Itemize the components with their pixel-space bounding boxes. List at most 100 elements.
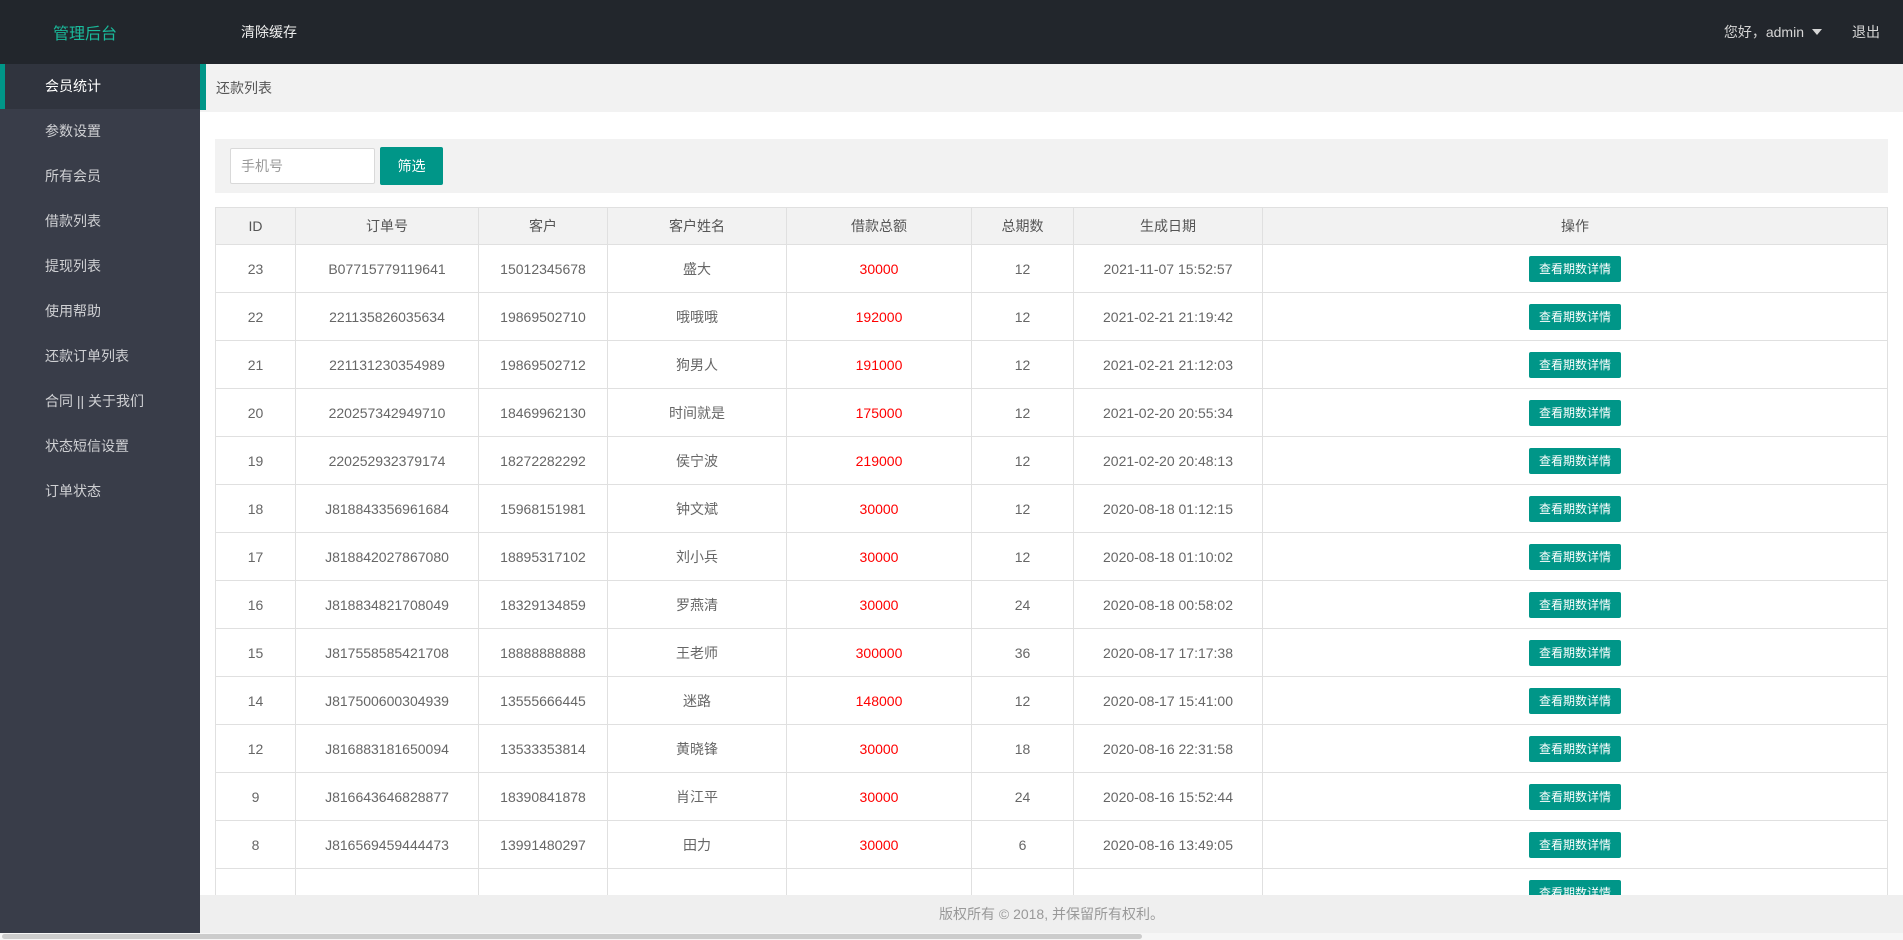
view-periods-button[interactable]: 查看期数详情: [1528, 399, 1621, 426]
view-periods-button[interactable]: 查看期数详情: [1528, 735, 1621, 762]
action-cell: 查看期数详情: [1262, 436, 1888, 485]
action-cell: 查看期数详情: [1262, 676, 1888, 725]
created-date-cell: 2021-02-21 21:12:03: [1073, 340, 1263, 389]
customer-name-cell: 哦哦哦: [607, 292, 787, 341]
view-periods-button[interactable]: 查看期数详情: [1528, 303, 1621, 330]
customer-name-cell: 时间就是: [607, 388, 787, 437]
created-date-cell: 2021-02-21 21:19:42: [1073, 292, 1263, 341]
phone-search-input[interactable]: [230, 148, 375, 184]
sidebar-item-link[interactable]: 提现列表: [45, 258, 101, 274]
filter-button[interactable]: 筛选: [380, 147, 443, 185]
scrollbar-thumb[interactable]: [2, 934, 1142, 939]
table-row: 14 J817500600304939 13555666445 迷路 148000 12 2…: [215, 676, 1888, 725]
order-no-cell: 220257342949710: [295, 388, 479, 437]
view-periods-button[interactable]: 查看期数详情: [1528, 831, 1621, 858]
id-cell: 15: [215, 628, 296, 677]
repayment-table: ID 订单号 客户 客户姓名 借款总额 总期数 生成日期 操作 23 B077157791196…: [215, 207, 1888, 895]
sidebar-item-link[interactable]: 状态短信设置: [45, 438, 129, 454]
view-periods-button[interactable]: 查看期数详情: [1528, 687, 1621, 714]
periods-cell: 12: [971, 292, 1074, 341]
view-periods-button[interactable]: 查看期数详情: [1528, 255, 1621, 282]
periods-cell: [971, 868, 1074, 895]
sidebar-item-link[interactable]: 参数设置: [45, 123, 101, 139]
sidebar-item-active[interactable]: 会员统计: [0, 64, 200, 109]
clear-cache-menu-item[interactable]: 清除缓存: [241, 24, 297, 40]
id-cell: 18: [215, 484, 296, 533]
periods-cell: 12: [971, 340, 1074, 389]
column-header: 订单号: [295, 207, 479, 245]
created-date-cell: 2021-02-20 20:55:34: [1073, 388, 1263, 437]
column-header: 客户姓名: [607, 207, 787, 245]
customer-cell: 15968151981: [478, 484, 608, 533]
view-periods-button[interactable]: 查看期数详情: [1528, 495, 1621, 522]
order-no-cell: B07715779119641: [295, 244, 479, 293]
user-dropdown[interactable]: 您好，admin: [1724, 22, 1822, 42]
customer-name-cell: 罗燕清: [607, 580, 787, 629]
column-header: 客户: [478, 207, 608, 245]
amount-cell: 30000: [786, 820, 972, 869]
created-date-cell: 2020-08-18 00:58:02: [1073, 580, 1263, 629]
id-cell: 12: [215, 724, 296, 773]
id-cell: 22: [215, 292, 296, 341]
active-item-indicator: [200, 64, 206, 110]
customer-cell: 18390841878: [478, 772, 608, 821]
view-periods-button[interactable]: 查看期数详情: [1528, 447, 1621, 474]
view-periods-button[interactable]: 查看期数详情: [1528, 783, 1621, 810]
customer-name-cell: 田力: [607, 820, 787, 869]
table-row: 19 220252932379174 18272282292 侯宁波 219000 12 2…: [215, 436, 1888, 485]
customer-name-cell: 盛大: [607, 244, 787, 293]
amount-cell: 191000: [786, 340, 972, 389]
order-no-cell: J818843356961684: [295, 484, 479, 533]
view-periods-button[interactable]: 查看期数详情: [1528, 591, 1621, 618]
order-no-cell: J818834821708049: [295, 580, 479, 629]
view-periods-button[interactable]: 查看期数详情: [1528, 351, 1621, 378]
view-periods-button[interactable]: 查看期数详情: [1528, 879, 1621, 895]
breadcrumb: 还款列表: [200, 64, 1903, 112]
amount-cell: 148000: [786, 676, 972, 725]
sidebar-item-link[interactable]: 使用帮助: [45, 303, 101, 319]
sidebar-item-link[interactable]: 所有会员: [45, 168, 101, 184]
app-title[interactable]: 管理后台: [52, 26, 117, 43]
id-cell: 23: [215, 244, 296, 293]
id-cell: 9: [215, 772, 296, 821]
view-periods-button[interactable]: 查看期数详情: [1528, 639, 1621, 666]
amount-cell: 192000: [786, 292, 972, 341]
column-header: ID: [215, 207, 296, 245]
sidebar-item-link[interactable]: 订单状态: [45, 483, 101, 499]
horizontal-scrollbar[interactable]: [0, 933, 1903, 940]
customer-name-cell: 黄晓锋: [607, 724, 787, 773]
created-date-cell: 2020-08-16 15:52:44: [1073, 772, 1263, 821]
created-date-cell: 2020-08-18 01:12:15: [1073, 484, 1263, 533]
footer-copyright: 版权所有 © 2018, 并保留所有权利。: [200, 895, 1903, 933]
column-header: 总期数: [971, 207, 1074, 245]
table-row-partial: 查看期数详情: [215, 868, 1888, 895]
customer-cell: 18272282292: [478, 436, 608, 485]
periods-cell: 12: [971, 244, 1074, 293]
periods-cell: 12: [971, 676, 1074, 725]
customer-cell: 15012345678: [478, 244, 608, 293]
periods-cell: 24: [971, 772, 1074, 821]
order-no-cell: J816883181650094: [295, 724, 479, 773]
customer-name-cell: 迷路: [607, 676, 787, 725]
created-date-cell: 2021-02-20 20:48:13: [1073, 436, 1263, 485]
sidebar-item-link[interactable]: 合同 || 关于我们: [45, 393, 145, 409]
periods-cell: 18: [971, 724, 1074, 773]
view-periods-button[interactable]: 查看期数详情: [1528, 543, 1621, 570]
created-date-cell: 2020-08-17 17:17:38: [1073, 628, 1263, 677]
sidebar-item-link[interactable]: 借款列表: [45, 213, 101, 229]
caret-down-icon: [1812, 29, 1822, 35]
filter-toolbar: 筛选: [215, 139, 1888, 193]
action-cell: 查看期数详情: [1262, 628, 1888, 677]
action-cell: 查看期数详情: [1262, 484, 1888, 533]
customer-cell: 13533353814: [478, 724, 608, 773]
id-cell: 17: [215, 532, 296, 581]
table-header-row: ID 订单号 客户 客户姓名 借款总额 总期数 生成日期 操作: [215, 207, 1888, 245]
logout-button[interactable]: 退出: [1852, 24, 1880, 40]
periods-cell: 12: [971, 532, 1074, 581]
amount-cell: 30000: [786, 724, 972, 773]
amount-cell: 175000: [786, 388, 972, 437]
sidebar-item-link[interactable]: 还款订单列表: [45, 348, 129, 364]
greeting-text: 您好，admin: [1723, 24, 1804, 40]
id-cell: [215, 868, 296, 895]
customer-cell: 18895317102: [478, 532, 608, 581]
